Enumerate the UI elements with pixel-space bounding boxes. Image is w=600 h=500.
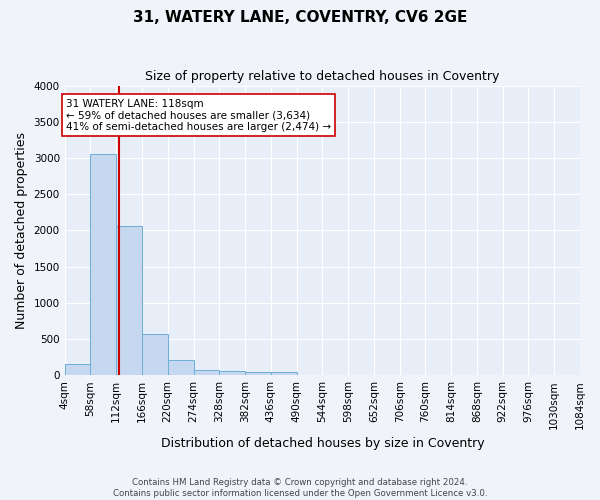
Bar [65, 364, 91, 375]
Bar [168, 360, 193, 375]
Bar [271, 372, 296, 375]
Bar [193, 370, 219, 375]
Bar [91, 154, 116, 375]
Bar [116, 226, 142, 375]
Title: Size of property relative to detached houses in Coventry: Size of property relative to detached ho… [145, 70, 500, 83]
Text: Contains HM Land Registry data © Crown copyright and database right 2024.
Contai: Contains HM Land Registry data © Crown c… [113, 478, 487, 498]
Text: 31 WATERY LANE: 118sqm
← 59% of detached houses are smaller (3,634)
41% of semi-: 31 WATERY LANE: 118sqm ← 59% of detached… [66, 98, 331, 132]
Text: 31, WATERY LANE, COVENTRY, CV6 2GE: 31, WATERY LANE, COVENTRY, CV6 2GE [133, 10, 467, 25]
X-axis label: Distribution of detached houses by size in Coventry: Distribution of detached houses by size … [161, 437, 484, 450]
Bar [142, 334, 168, 375]
Bar [245, 372, 271, 375]
Bar [219, 371, 245, 375]
Y-axis label: Number of detached properties: Number of detached properties [15, 132, 28, 329]
